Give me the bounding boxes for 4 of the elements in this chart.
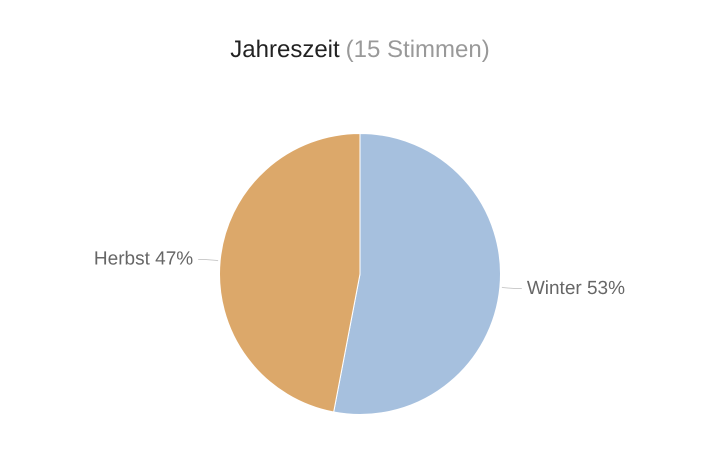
slice-label: Herbst 47% <box>94 248 194 270</box>
slice-label: Winter 53% <box>526 278 626 299</box>
chart-subtitle: (15 Stimmen) <box>346 36 490 64</box>
chart-title: Jahreszeit <box>230 36 340 64</box>
